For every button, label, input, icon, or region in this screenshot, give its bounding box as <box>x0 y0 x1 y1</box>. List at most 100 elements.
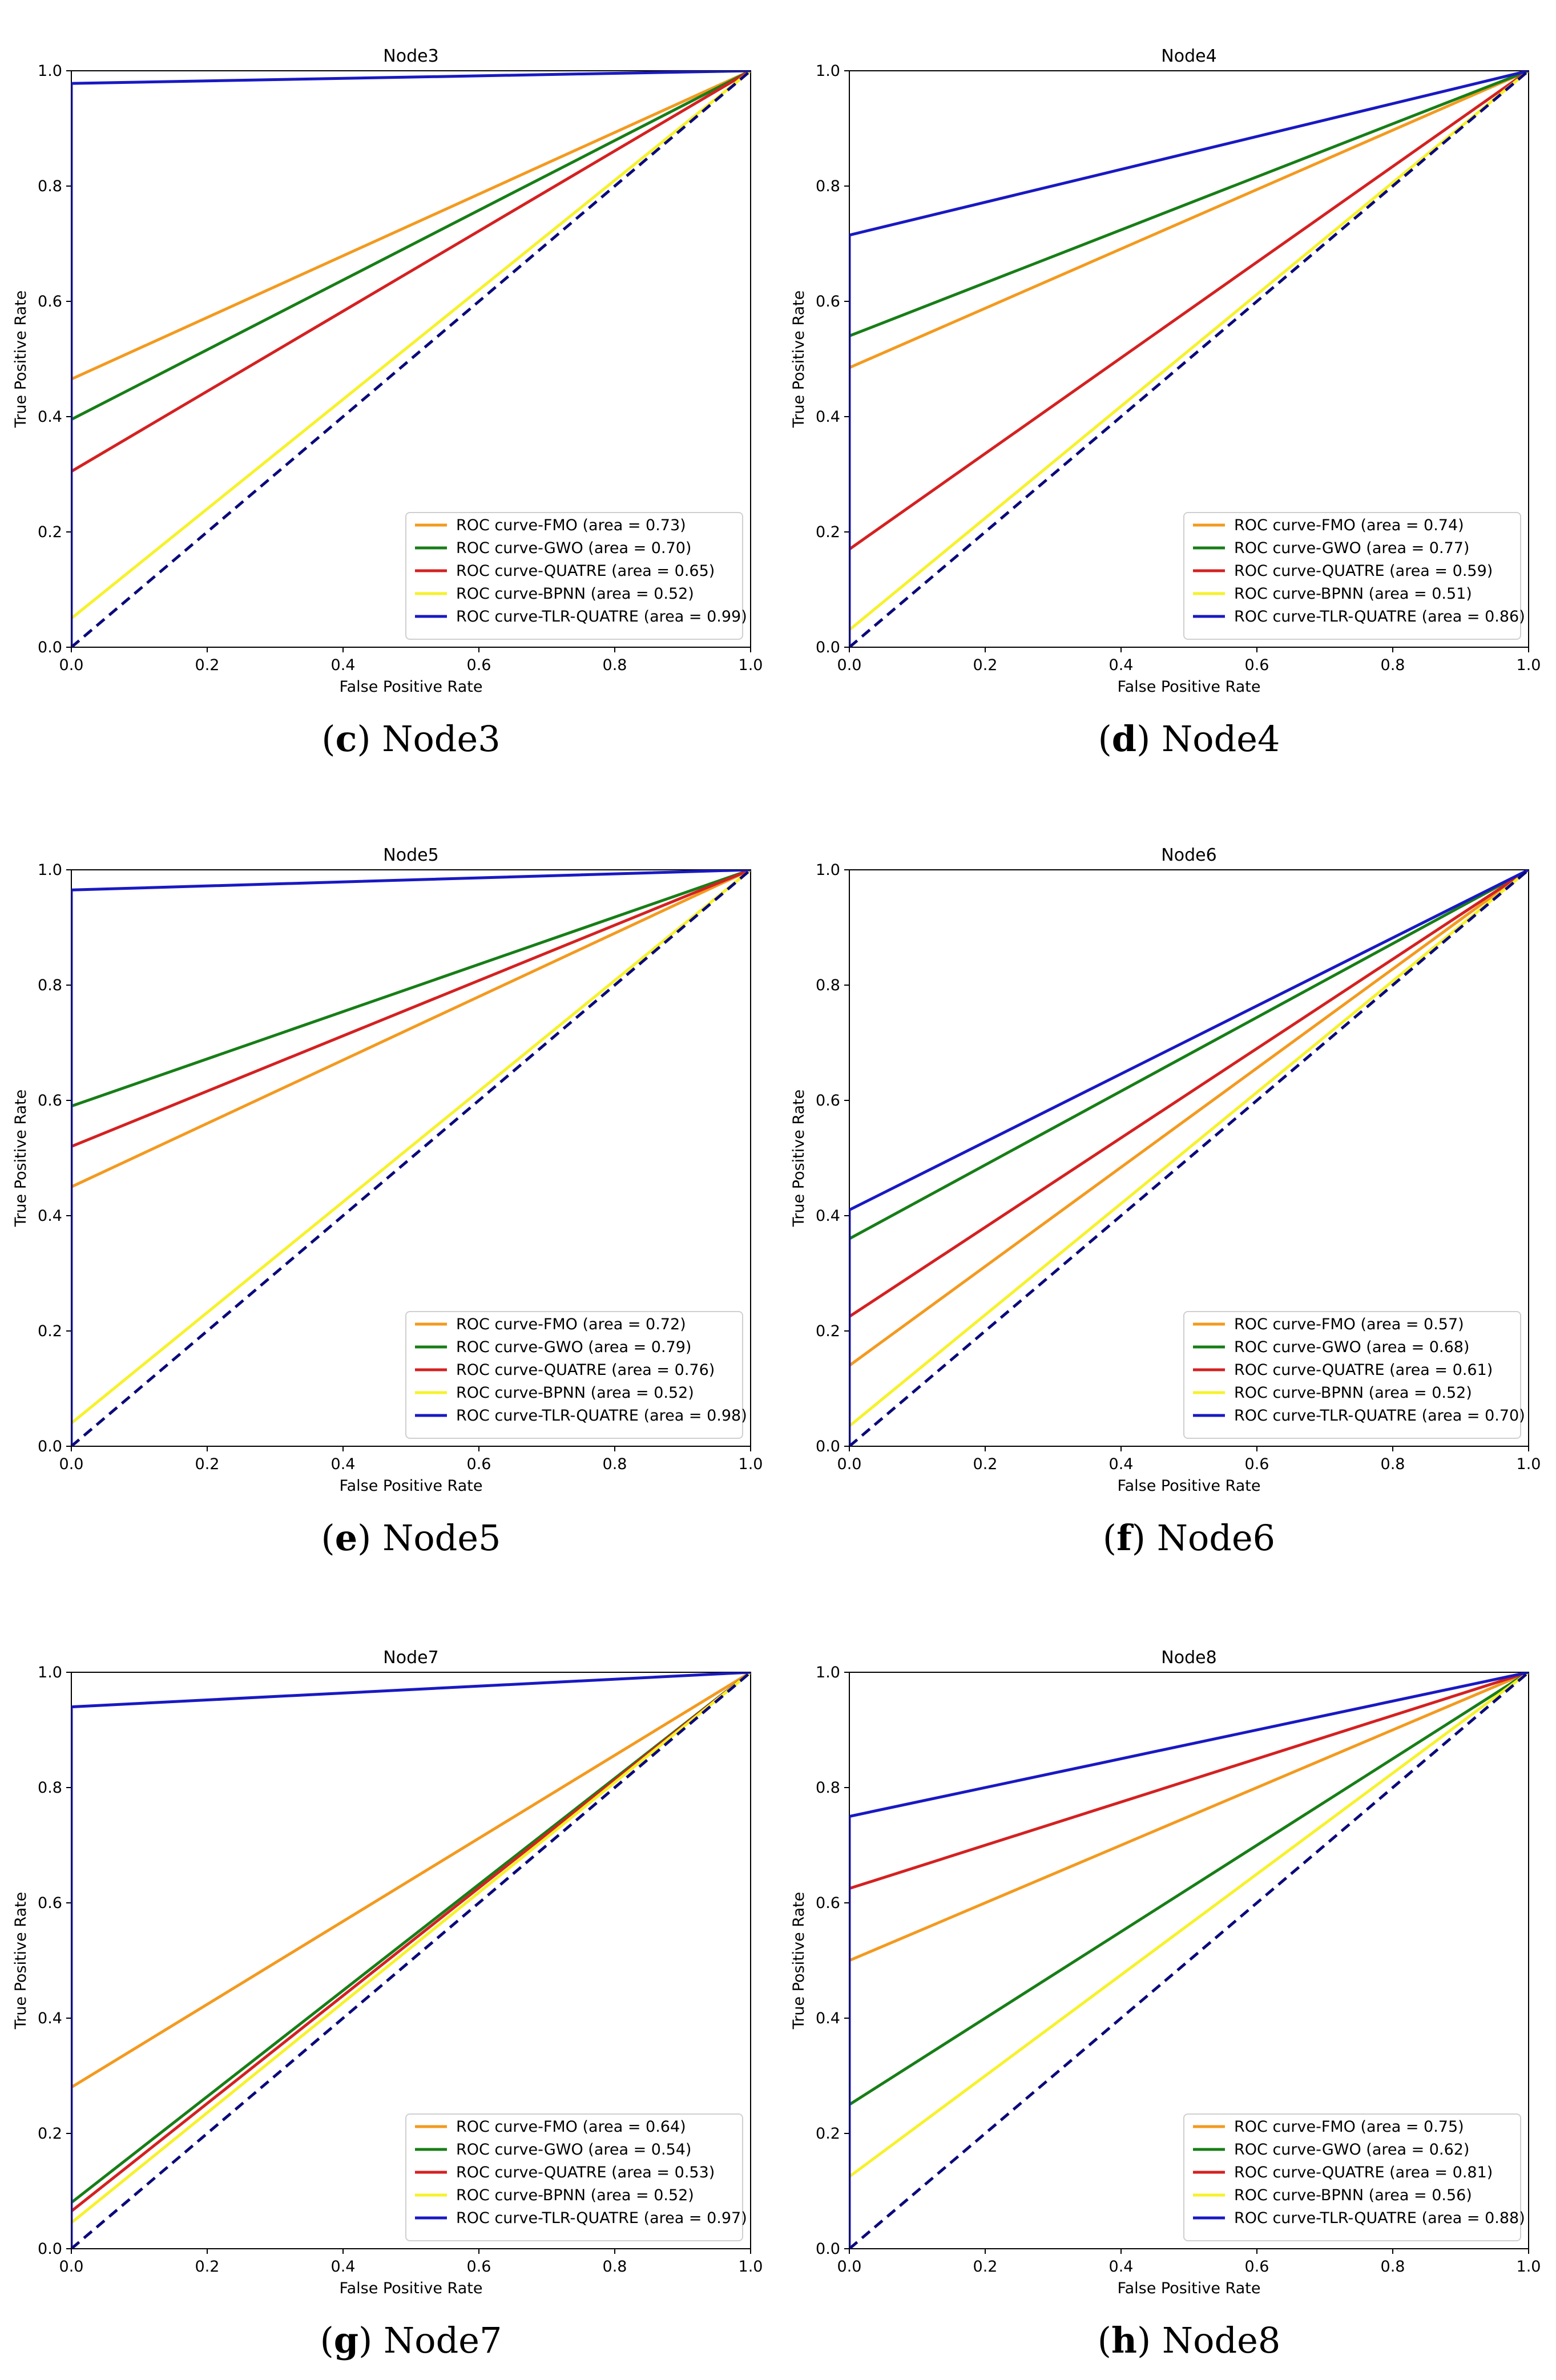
series-line-2 <box>71 870 751 1446</box>
caption-letter: d <box>1112 718 1136 760</box>
x-tick-label: 0.4 <box>331 656 356 674</box>
x-axis-label: False Positive Rate <box>340 2280 483 2297</box>
chart-panel-node4: Node4 0.0 0.2 0.4 0.6 0.8 1.0 0.0 0.2 0.4 0.6 0.8 1.… <box>790 46 1541 760</box>
x-tick-label: 1.0 <box>739 2258 763 2276</box>
legend-entry: ROC curve-TLR-QUATRE (area = 0.88) <box>1234 2209 1525 2227</box>
legend-entry: ROC curve-TLR-QUATRE (area = 0.70) <box>1234 1407 1525 1425</box>
series-line-1 <box>71 1672 751 2249</box>
plot-area <box>849 870 1529 1446</box>
y-tick-label: 1.0 <box>38 62 62 80</box>
legend-entry: ROC curve-GWO (area = 0.68) <box>1234 1338 1469 1356</box>
plot-area <box>71 1672 751 2249</box>
legend-box <box>1183 1311 1521 1439</box>
x-axis-label: False Positive Rate <box>340 678 483 696</box>
legend-entry: ROC curve-BPNN (area = 0.52) <box>456 585 694 603</box>
x-tick-label: 0.4 <box>331 2258 356 2276</box>
caption-text: Node5 <box>382 1517 501 1559</box>
caption-text: Node3 <box>382 718 500 760</box>
legend-entry: ROC curve-GWO (area = 0.70) <box>456 539 691 557</box>
legend: ROC curve-FMO (area = 0.72) ROC curve-GWO… <box>405 1311 747 1439</box>
legend-entry: ROC curve-GWO (area = 0.77) <box>1234 539 1469 557</box>
y-tick-label: 0.4 <box>816 408 840 426</box>
legend-entry: ROC curve-BPNN (area = 0.52) <box>456 1384 694 1402</box>
caption-letter: f <box>1116 1517 1134 1559</box>
series-line-2 <box>849 1672 1529 2249</box>
chart-panel-node5: Node5 0.0 0.2 0.4 0.6 0.8 1.0 0.0 0.2 0.4 0.6 0.8 1.… <box>12 845 763 1559</box>
legend-entry: ROC curve-FMO (area = 0.75) <box>1234 2118 1464 2136</box>
y-tick-label: 0.0 <box>38 639 62 656</box>
x-tick-label: 1.0 <box>1517 2258 1541 2276</box>
y-axis-label: True Positive Rate <box>790 291 808 429</box>
x-tick-label: 0.2 <box>973 2258 998 2276</box>
legend: ROC curve-FMO (area = 0.74) ROC curve-GWO… <box>1183 512 1525 640</box>
x-axis-label: False Positive Rate <box>1118 1477 1261 1495</box>
series-line-3 <box>71 71 751 647</box>
x-tick-label: 0.8 <box>1381 2258 1405 2276</box>
legend-entry: ROC curve-FMO (area = 0.57) <box>1234 1316 1464 1333</box>
series-line-3 <box>849 71 1529 647</box>
panel-caption: (g) Node7 <box>320 2320 502 2361</box>
plot-area <box>849 1672 1529 2249</box>
series-line-4 <box>849 870 1529 1446</box>
series-line-2 <box>71 1672 751 2249</box>
x-tick-label: 0.8 <box>1381 1455 1405 1473</box>
x-tick-label: 0.0 <box>59 1455 84 1473</box>
x-tick-label: 0.0 <box>837 656 862 674</box>
legend-entry: ROC curve-TLR-QUATRE (area = 0.98) <box>456 1407 747 1425</box>
legend-entry: ROC curve-GWO (area = 0.62) <box>1234 2141 1469 2159</box>
y-tick-label: 0.8 <box>816 977 840 994</box>
legend: ROC curve-FMO (area = 0.57) ROC curve-GWO… <box>1183 1311 1525 1439</box>
plot-area <box>71 71 751 647</box>
x-tick-label: 0.8 <box>603 656 627 674</box>
x-tick-label: 0.6 <box>467 2258 491 2276</box>
series-line-1 <box>849 71 1529 647</box>
legend-entry: ROC curve-BPNN (area = 0.51) <box>1234 585 1472 603</box>
legend-entry: ROC curve-BPNN (area = 0.52) <box>456 2187 694 2204</box>
x-tick-label: 0.0 <box>837 1455 862 1473</box>
legend-entry: ROC curve-QUATRE (area = 0.61) <box>1234 1361 1493 1379</box>
caption-letter: h <box>1111 2320 1137 2361</box>
x-tick-label: 1.0 <box>739 1455 763 1473</box>
y-axis-label: True Positive Rate <box>12 1892 30 2030</box>
y-tick-label: 0.0 <box>816 639 840 656</box>
y-tick-label: 0.2 <box>816 2125 840 2143</box>
series-line-0 <box>849 71 1529 647</box>
panel-caption: (c) Node3 <box>321 718 500 760</box>
series-line-1 <box>849 870 1529 1446</box>
legend-box <box>405 1311 743 1439</box>
y-axis-label: True Positive Rate <box>12 291 30 429</box>
legend-entry: ROC curve-GWO (area = 0.54) <box>456 2141 691 2159</box>
x-tick-label: 0.0 <box>59 656 84 674</box>
chart-panel-node3: Node3 0.0 0.2 0.4 0.6 0.8 1.0 0.0 0.2 0.4 0.6 0.8 1.… <box>12 46 763 760</box>
x-tick-label: 0.8 <box>1381 656 1405 674</box>
series-line-4 <box>71 1672 751 2249</box>
chart-panel-node6: Node6 0.0 0.2 0.4 0.6 0.8 1.0 0.0 0.2 0.4 0.6 0.8 1.… <box>790 845 1541 1559</box>
y-tick-label: 0.8 <box>38 977 62 994</box>
legend-entry: ROC curve-QUATRE (area = 0.53) <box>456 2164 715 2181</box>
legend-box <box>1183 2113 1521 2241</box>
legend-entry: ROC curve-TLR-QUATRE (area = 0.97) <box>456 2209 747 2227</box>
x-tick-label: 0.0 <box>59 2258 84 2276</box>
legend: ROC curve-FMO (area = 0.73) ROC curve-GWO… <box>405 512 747 640</box>
y-tick-label: 0.0 <box>816 1438 840 1455</box>
legend-box <box>405 2113 743 2241</box>
y-tick-label: 1.0 <box>816 861 840 879</box>
plot-area <box>849 71 1529 647</box>
x-axis-label: False Positive Rate <box>340 1477 483 1495</box>
series-line-4 <box>849 71 1529 647</box>
x-tick-label: 0.4 <box>1109 1455 1134 1473</box>
caption-letter: e <box>335 1517 357 1559</box>
y-tick-label: 0.6 <box>816 293 840 310</box>
legend-entry: ROC curve-GWO (area = 0.79) <box>456 1338 691 1356</box>
panel-caption: (h) Node8 <box>1098 2320 1281 2361</box>
x-tick-label: 0.6 <box>1245 656 1269 674</box>
series-line-3 <box>71 1672 751 2249</box>
legend: ROC curve-FMO (area = 0.64) ROC curve-GWO… <box>405 2113 747 2241</box>
legend-box <box>405 512 743 640</box>
y-tick-label: 0.4 <box>816 2010 840 2027</box>
series-line-1 <box>71 870 751 1446</box>
y-tick-label: 1.0 <box>38 861 62 879</box>
series-line-4 <box>849 1672 1529 2249</box>
y-tick-label: 0.6 <box>38 293 62 310</box>
